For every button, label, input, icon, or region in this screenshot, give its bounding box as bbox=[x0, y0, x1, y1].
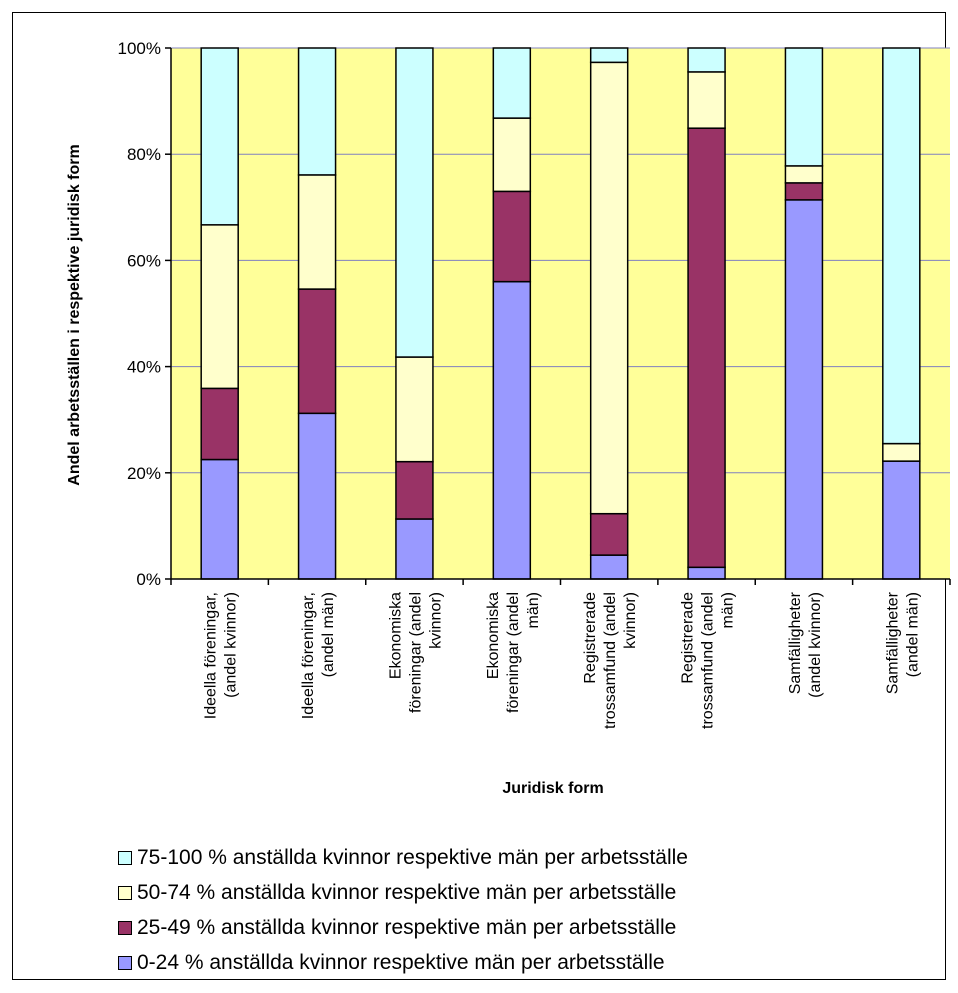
legend-label: 75-100 % anställda kvinnor respektive mä… bbox=[137, 845, 688, 869]
y-tick-label: 40% bbox=[127, 358, 161, 377]
x-category-label: (andel män) bbox=[904, 592, 921, 677]
bar-segment bbox=[589, 47, 629, 64]
legend-item: 50-74 % anställda kvinnor respektive män… bbox=[118, 875, 688, 910]
bar-segment bbox=[200, 47, 239, 226]
bar-segment bbox=[882, 442, 921, 462]
y-tick-label: 20% bbox=[127, 464, 161, 483]
x-category-label: trossamfund (andel bbox=[602, 592, 619, 729]
legend-label: 50-74 % anställda kvinnor respektive män… bbox=[137, 880, 677, 904]
bar-segment bbox=[200, 224, 239, 390]
legend-swatch bbox=[118, 920, 132, 935]
bar-segment bbox=[589, 554, 629, 580]
bar-segment bbox=[687, 566, 726, 580]
x-category-label: Ekonomiska bbox=[485, 592, 502, 679]
bar-segment bbox=[784, 47, 824, 167]
x-category-label: kvinnor) bbox=[622, 592, 639, 649]
x-category-label: kvinnor) bbox=[427, 592, 444, 649]
bar-segment bbox=[589, 61, 629, 515]
x-category-label: Samfälligheter bbox=[787, 591, 804, 694]
bar-segment bbox=[589, 512, 629, 556]
legend-swatch bbox=[118, 885, 132, 900]
x-axis-category-labels: Ideella föreningar, (andel kvinnor) Ideell… bbox=[170, 579, 951, 729]
x-category-label: män) bbox=[720, 592, 737, 628]
bar-segment bbox=[395, 460, 434, 520]
x-category-label: män) bbox=[525, 592, 542, 628]
x-category-label: föreningar (andel bbox=[505, 592, 522, 713]
legend-swatch bbox=[118, 850, 132, 865]
bar-segment bbox=[395, 47, 434, 358]
legend-item: 0-24 % anställda kvinnor respektive män … bbox=[118, 945, 688, 980]
y-tick-label: 80% bbox=[127, 145, 161, 164]
bar-segment bbox=[784, 182, 824, 201]
legend-item: 25-49 % anställda kvinnor respektive män… bbox=[118, 910, 688, 945]
x-category-label: Samfälligheter bbox=[884, 591, 901, 694]
y-axis-ticks: 0% 20% 40% 60% 80% 100% bbox=[118, 39, 171, 589]
x-category-label: Registrerade bbox=[582, 592, 599, 684]
legend-swatch bbox=[118, 955, 132, 970]
y-axis-title: Andel arbetsställen i respektive juridis… bbox=[66, 144, 83, 485]
x-category-label: föreningar (andel bbox=[407, 592, 424, 713]
plot-background bbox=[171, 48, 950, 579]
bar-segment bbox=[492, 190, 532, 283]
bar-segment bbox=[687, 47, 726, 73]
bar-segment bbox=[784, 165, 824, 184]
legend-label: 0-24 % anställda kvinnor respektive män … bbox=[137, 950, 665, 974]
bar-segment bbox=[882, 47, 921, 445]
bar-segment bbox=[784, 199, 824, 580]
legend-item: 75-100 % anställda kvinnor respektive mä… bbox=[118, 840, 688, 875]
y-tick-label: 60% bbox=[127, 251, 161, 270]
y-tick-label: 0% bbox=[136, 570, 161, 589]
x-category-label: Ekonomiska bbox=[387, 592, 404, 679]
bar-segment bbox=[200, 458, 239, 580]
bar-segment bbox=[492, 47, 532, 119]
x-category-label: (andel kvinnor) bbox=[223, 592, 240, 698]
legend: 75-100 % anställda kvinnor respektive mä… bbox=[118, 840, 688, 980]
bar-segment bbox=[687, 71, 726, 129]
bar-segment bbox=[395, 518, 434, 580]
bar-segment bbox=[297, 412, 337, 580]
x-category-label: Ideella föreningar, bbox=[203, 592, 220, 719]
bar-segment bbox=[687, 127, 726, 569]
bar-segment bbox=[492, 280, 532, 580]
bar-segment bbox=[200, 387, 239, 461]
x-axis-title: Juridisk form bbox=[502, 780, 603, 797]
x-category-label: trossamfund (andel bbox=[700, 592, 717, 729]
x-category-label: (andel män) bbox=[320, 592, 337, 677]
bar-segment bbox=[882, 460, 921, 580]
legend-label: 25-49 % anställda kvinnor respektive män… bbox=[137, 915, 677, 939]
bar-segment bbox=[395, 356, 434, 463]
bar-segment bbox=[297, 288, 337, 415]
y-tick-label: 100% bbox=[118, 39, 161, 58]
bar-segment bbox=[297, 174, 337, 290]
bar-segment bbox=[492, 117, 532, 193]
bar-segment bbox=[297, 47, 337, 176]
x-category-label: (andel kvinnor) bbox=[807, 592, 824, 698]
x-category-label: Registrerade bbox=[680, 592, 697, 684]
x-category-label: Ideella föreningar, bbox=[300, 592, 317, 719]
plot-area bbox=[170, 47, 950, 580]
